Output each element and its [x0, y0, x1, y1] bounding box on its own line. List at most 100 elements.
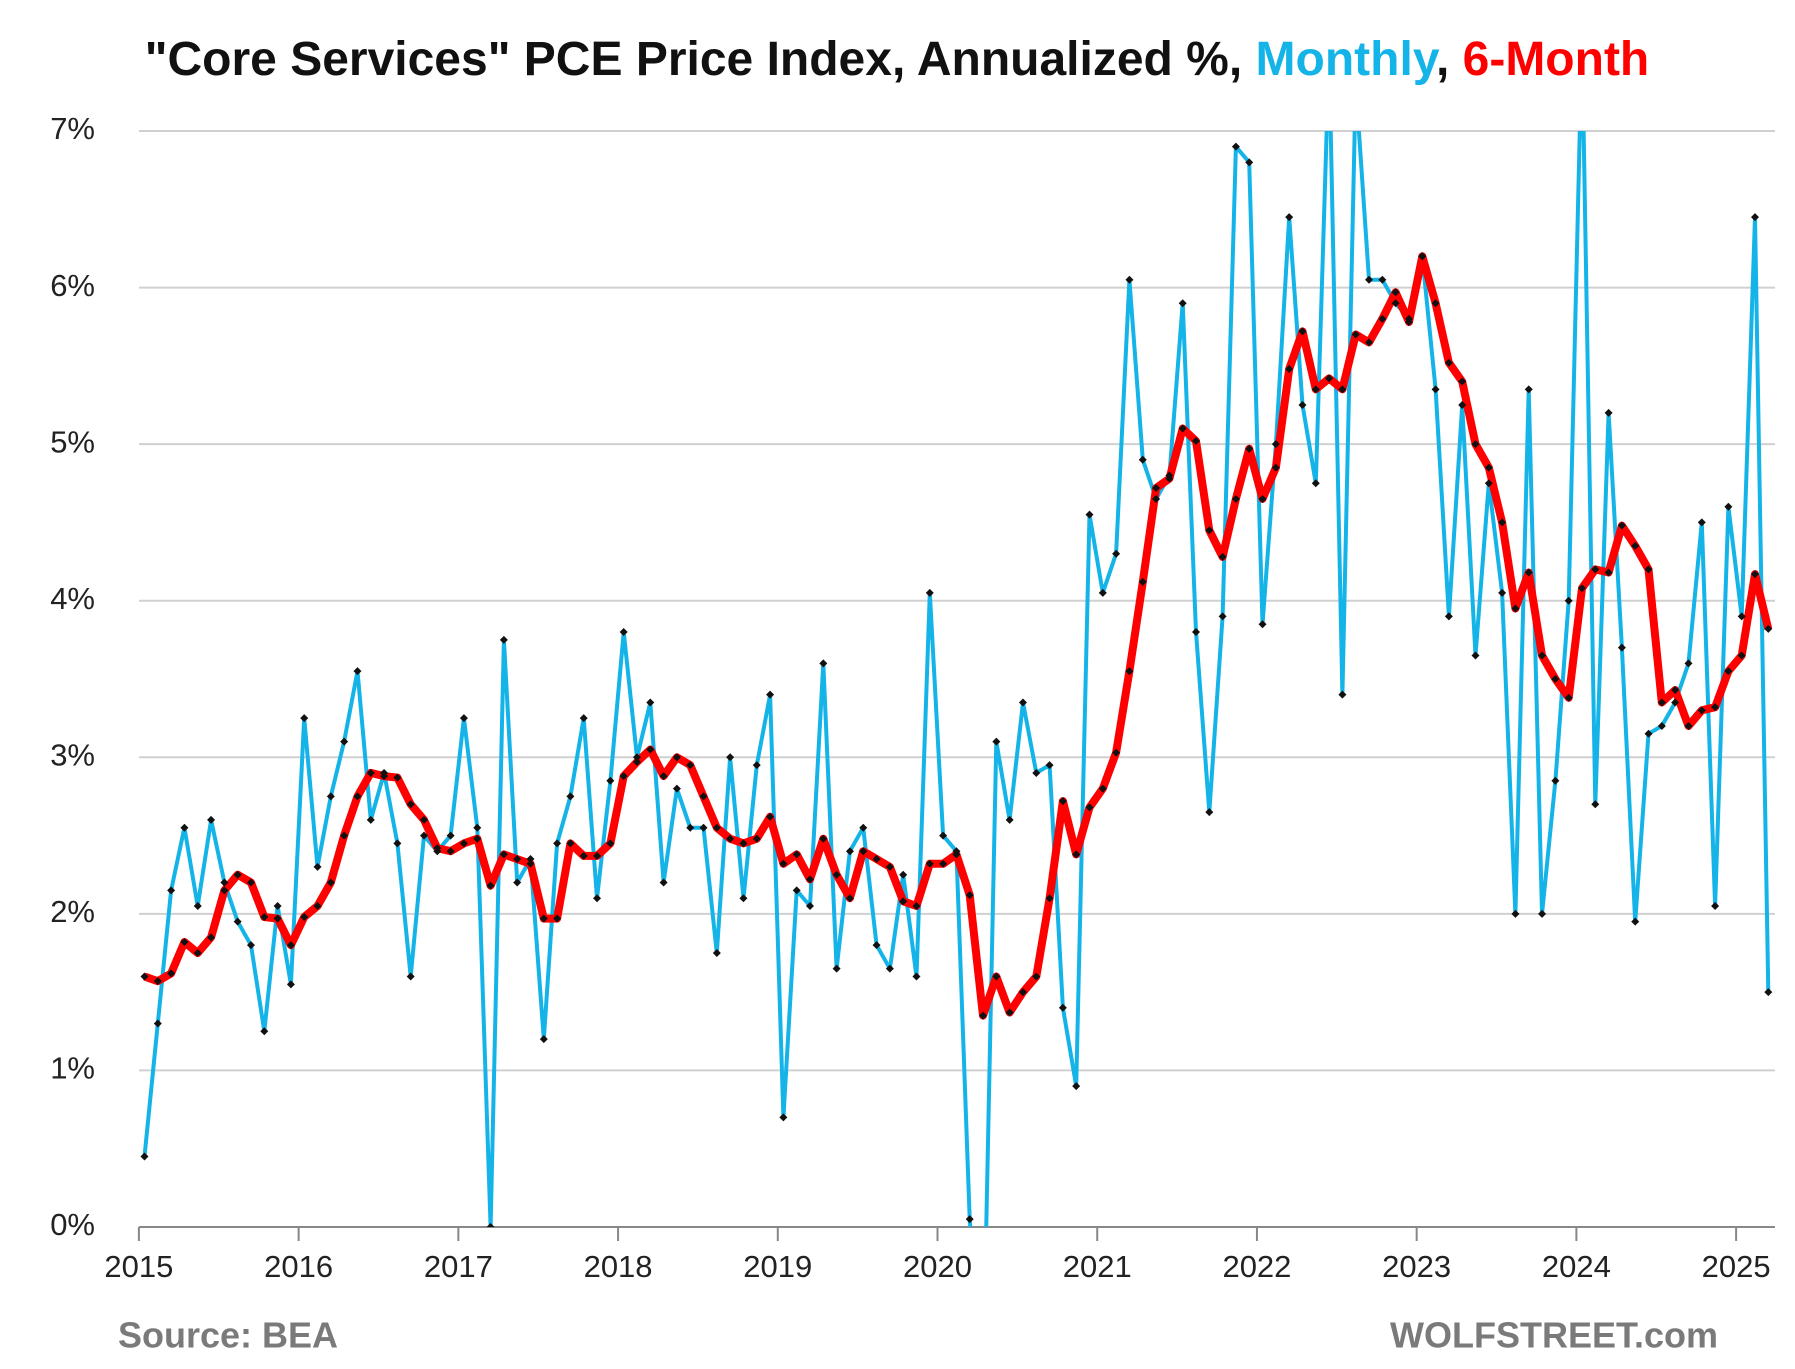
point-marker [859, 847, 868, 856]
point-marker [1764, 988, 1773, 997]
point-marker [1471, 651, 1480, 660]
point-marker [140, 972, 149, 981]
point-marker [1152, 483, 1161, 492]
point-marker [1538, 651, 1547, 660]
point-marker [1431, 385, 1440, 394]
point-marker [792, 886, 801, 895]
point-marker [779, 1113, 788, 1122]
point-marker [420, 815, 429, 824]
point-marker [606, 776, 615, 785]
point-marker [1271, 440, 1280, 449]
x-tick-label: 2021 [1063, 1249, 1132, 1284]
point-marker [1112, 549, 1121, 558]
point-marker [207, 815, 216, 824]
point-marker [1737, 651, 1746, 660]
point-marker [912, 902, 921, 911]
point-marker [246, 941, 255, 950]
point-marker [1072, 1082, 1081, 1091]
point-marker [1258, 494, 1267, 503]
point-marker [1191, 437, 1200, 446]
point-marker [885, 862, 894, 871]
point-marker [885, 964, 894, 973]
point-marker [952, 850, 961, 859]
point-marker [1711, 902, 1720, 911]
point-marker [1524, 385, 1533, 394]
point-marker [353, 792, 362, 801]
point-marker [1711, 703, 1720, 712]
point-marker [699, 823, 708, 832]
point-marker [1005, 815, 1014, 824]
x-tick-label: 2022 [1222, 1249, 1291, 1284]
point-marker [220, 878, 229, 887]
point-marker [659, 878, 668, 887]
point-marker [1311, 479, 1320, 488]
point-marker [659, 772, 668, 781]
point-marker [712, 823, 721, 832]
point-marker [1378, 275, 1387, 284]
point-marker [539, 914, 548, 923]
point-marker [819, 834, 828, 843]
point-marker [1285, 364, 1294, 373]
point-marker [1045, 761, 1054, 770]
point-marker [1684, 659, 1693, 668]
point-marker [1724, 667, 1733, 676]
point-marker [859, 823, 868, 832]
point-marker [1325, 374, 1334, 383]
point-marker [353, 667, 362, 676]
point-marker [526, 859, 535, 868]
point-marker [619, 772, 628, 781]
x-tick-label: 2017 [424, 1249, 493, 1284]
point-marker [433, 844, 442, 853]
point-marker [286, 980, 295, 989]
point-marker [1018, 988, 1027, 997]
point-marker [473, 834, 482, 843]
point-marker [260, 1027, 269, 1036]
point-marker [233, 870, 242, 879]
point-marker [726, 834, 735, 843]
point-marker [1365, 275, 1374, 284]
point-marker [366, 815, 375, 824]
point-marker [686, 823, 695, 832]
point-marker [1511, 909, 1520, 918]
point-marker [1671, 685, 1680, 694]
source: Source: BEA [118, 1315, 338, 1356]
point-marker [1258, 620, 1267, 629]
point-marker [313, 902, 322, 911]
point-marker [1604, 568, 1613, 577]
point-marker [446, 831, 455, 840]
point-marker [726, 753, 735, 762]
point-marker [1085, 510, 1094, 519]
point-marker [992, 972, 1001, 981]
point-marker [1458, 401, 1467, 409]
point-marker [1631, 917, 1640, 926]
point-marker [1538, 909, 1547, 918]
point-marker [1311, 385, 1320, 394]
point-marker [1205, 808, 1214, 817]
y-tick-label: 5% [50, 424, 95, 459]
point-marker [1484, 479, 1493, 488]
point-marker [912, 972, 921, 981]
point-marker [672, 784, 681, 793]
point-marker [1751, 213, 1760, 222]
point-marker [167, 886, 176, 895]
x-tick-label: 2024 [1542, 1249, 1611, 1284]
point-marker [193, 902, 202, 911]
point-marker [1112, 748, 1121, 757]
point-marker [393, 773, 402, 782]
point-marker [1617, 643, 1626, 652]
point-marker [1511, 604, 1520, 613]
point-marker [579, 714, 588, 723]
point-marker [1564, 693, 1573, 702]
point-marker [233, 917, 242, 926]
point-marker [420, 831, 429, 840]
y-tick-label: 2% [50, 894, 95, 929]
y-tick-label: 6% [50, 268, 95, 303]
point-marker [1072, 850, 1081, 859]
point-marker [992, 737, 1001, 746]
point-marker [1138, 455, 1147, 464]
point-marker [1471, 440, 1480, 449]
point-marker [1298, 401, 1307, 409]
point-marker [1205, 526, 1214, 535]
point-marker [1338, 385, 1347, 394]
